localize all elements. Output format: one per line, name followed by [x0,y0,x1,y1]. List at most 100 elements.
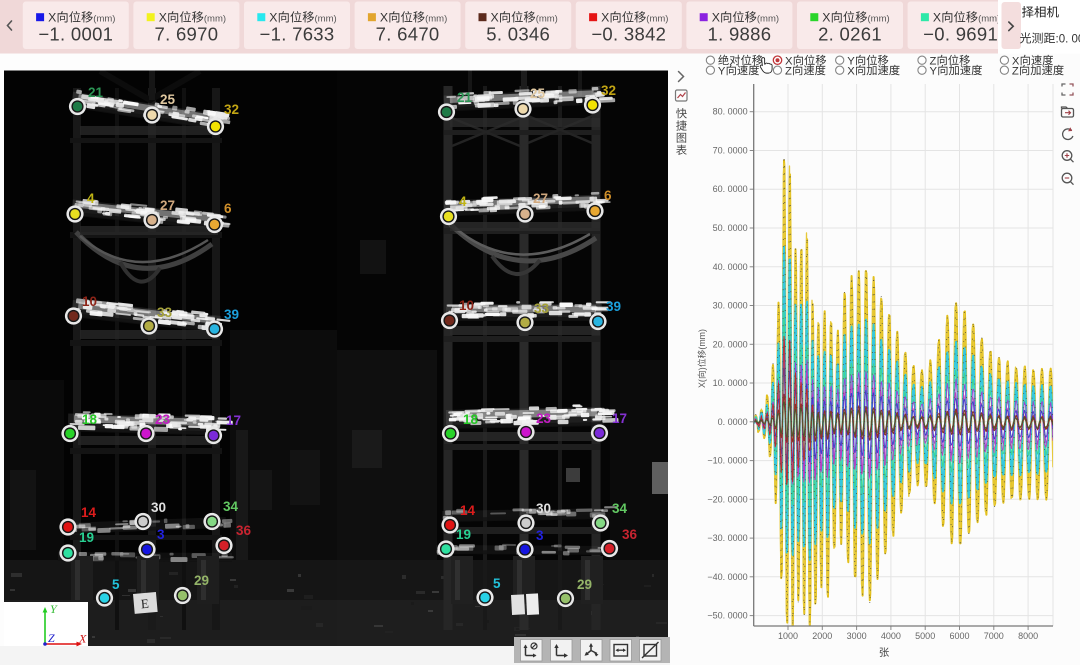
svg-text:5: 5 [493,576,501,591]
svg-text:7. 6970: 7. 6970 [154,24,218,45]
svg-text:19: 19 [79,530,94,545]
svg-text:−1. 0001: −1. 0001 [38,24,113,45]
svg-text:Z: Z [1012,65,1019,77]
svg-text:−0. 9691: −0. 9691 [923,24,998,45]
svg-text:(mm): (mm) [697,329,707,350]
svg-text:−30. 0000: −30. 0000 [707,533,747,543]
svg-text:23: 23 [155,412,171,427]
svg-text:14: 14 [81,505,97,520]
svg-text:Y: Y [847,55,855,67]
svg-text:4000: 4000 [881,631,901,641]
svg-text:Y: Y [930,65,938,77]
svg-text:36: 36 [236,523,252,538]
svg-text:4: 4 [87,191,95,206]
svg-text:X: X [1012,55,1020,67]
svg-text:1. 9886: 1. 9886 [707,24,771,45]
svg-text:(mm): (mm) [978,13,1000,24]
svg-text:2. 0261: 2. 0261 [818,24,882,45]
svg-text:21: 21 [88,85,104,100]
svg-text:(mm): (mm) [425,13,447,24]
svg-text:8000: 8000 [1018,631,1038,641]
svg-text:30: 30 [151,500,166,515]
svg-text:X: X [712,11,720,25]
svg-text:X: X [601,11,609,25]
svg-text:−20. 0000: −20. 0000 [707,494,747,504]
svg-text:0. 0000: 0. 0000 [718,417,748,427]
svg-text:−1. 7633: −1. 7633 [260,24,335,45]
svg-text:Z: Z [48,631,55,645]
svg-text:14: 14 [460,503,476,518]
svg-text:Z: Z [785,65,792,77]
svg-text:X: X [269,11,277,25]
svg-text:7000: 7000 [984,631,1004,641]
svg-text:80. 0000: 80. 0000 [713,107,748,117]
svg-text:10: 10 [459,298,474,313]
svg-text:29: 29 [577,577,592,592]
svg-text:E: E [140,596,149,612]
svg-text:Z: Z [930,55,937,67]
svg-text:X: X [822,11,830,25]
svg-text:−50. 0000: −50. 0000 [707,611,747,621]
svg-text:6000: 6000 [949,631,969,641]
svg-text:X: X [933,11,941,25]
svg-text:(mm): (mm) [646,13,668,24]
svg-text:23: 23 [536,411,552,426]
svg-text:−40. 0000: −40. 0000 [707,572,747,582]
svg-text:21: 21 [457,90,473,105]
svg-text:60. 0000: 60. 0000 [713,184,748,194]
svg-text:5. 0346: 5. 0346 [486,24,550,45]
svg-text:17: 17 [612,411,627,426]
svg-text:39: 39 [224,307,239,322]
svg-text:3000: 3000 [847,631,867,641]
svg-text:33: 33 [157,305,173,320]
svg-text:−0. 3842: −0. 3842 [591,24,666,45]
svg-text:32: 32 [601,83,616,98]
svg-text:6: 6 [224,201,232,216]
svg-text:X: X [48,11,56,25]
svg-text:40. 0000: 40. 0000 [713,262,748,272]
svg-text:27: 27 [160,198,175,213]
svg-text:30: 30 [536,501,551,516]
svg-text:Y: Y [50,602,58,616]
svg-text:7. 6470: 7. 6470 [376,24,440,45]
svg-text:(mm): (mm) [93,13,115,24]
svg-text:18: 18 [82,412,98,427]
svg-text:18: 18 [463,412,479,427]
svg-text::0. 000: :0. 000 [1056,34,1080,46]
svg-text:(mm): (mm) [868,13,890,24]
svg-text:3: 3 [536,528,544,543]
svg-text:X(: X( [697,379,707,388]
svg-text:25: 25 [160,92,176,107]
svg-text:20. 0000: 20. 0000 [713,339,748,349]
svg-text:36: 36 [622,527,638,542]
svg-text:2000: 2000 [812,631,832,641]
svg-text:5000: 5000 [915,631,935,641]
svg-text:70. 0000: 70. 0000 [713,146,748,156]
svg-text:6: 6 [604,188,612,203]
svg-text:5: 5 [112,577,120,592]
svg-text:X: X [491,11,499,25]
svg-text:3: 3 [157,527,165,542]
svg-text:(mm): (mm) [204,13,226,24]
svg-text:29: 29 [194,573,209,588]
svg-text:32: 32 [224,102,239,117]
svg-text:10: 10 [82,294,97,309]
svg-text:27: 27 [533,191,548,206]
svg-text:Y: Y [718,65,726,77]
svg-text:−10. 0000: −10. 0000 [707,456,747,466]
svg-text:25: 25 [530,86,546,101]
svg-text:(mm): (mm) [757,13,779,24]
svg-text:50. 0000: 50. 0000 [713,223,748,233]
svg-text:(mm): (mm) [536,13,558,24]
svg-text:X: X [847,65,855,77]
svg-text:X: X [159,11,167,25]
svg-text:X: X [785,55,793,67]
svg-text:10. 0000: 10. 0000 [713,378,748,388]
svg-text:1000: 1000 [778,631,798,641]
svg-text:30. 0000: 30. 0000 [713,301,748,311]
svg-text:4: 4 [459,194,467,209]
svg-text:39: 39 [606,299,621,314]
svg-text:17: 17 [226,413,241,428]
svg-text:34: 34 [223,499,239,514]
svg-text:(mm): (mm) [315,13,337,24]
